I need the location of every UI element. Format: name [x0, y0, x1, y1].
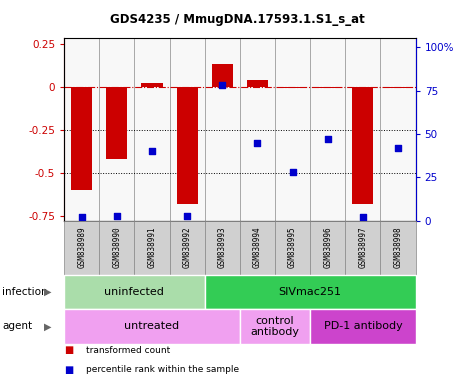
Text: ▶: ▶: [44, 321, 51, 331]
Text: GSM838993: GSM838993: [218, 227, 227, 268]
Text: GDS4235 / MmugDNA.17593.1.S1_s_at: GDS4235 / MmugDNA.17593.1.S1_s_at: [110, 13, 365, 26]
Bar: [212, 64, 233, 86]
Bar: [99, 221, 134, 275]
Bar: [106, 86, 127, 159]
Bar: [282, 86, 303, 88]
Point: [148, 148, 156, 154]
Bar: [240, 309, 310, 344]
Text: transformed count: transformed count: [86, 346, 170, 355]
Bar: [310, 309, 416, 344]
Bar: [388, 86, 408, 88]
Bar: [64, 221, 99, 275]
Point: [78, 214, 86, 220]
Bar: [247, 80, 268, 86]
Bar: [64, 309, 240, 344]
Bar: [64, 275, 205, 309]
Point: [324, 136, 332, 142]
Bar: [170, 221, 205, 275]
Bar: [317, 86, 338, 88]
Text: GSM838996: GSM838996: [323, 227, 332, 268]
Text: uninfected: uninfected: [104, 287, 164, 297]
Point: [183, 212, 191, 218]
Text: infection: infection: [2, 287, 48, 297]
Bar: [345, 221, 380, 275]
Bar: [142, 83, 162, 86]
Point: [289, 169, 296, 175]
Bar: [177, 86, 198, 204]
Bar: [275, 221, 310, 275]
Text: ▶: ▶: [44, 287, 51, 297]
Text: agent: agent: [2, 321, 32, 331]
Text: GSM838998: GSM838998: [394, 227, 402, 268]
Bar: [310, 221, 345, 275]
Bar: [352, 86, 373, 204]
Point: [218, 82, 226, 88]
Text: untreated: untreated: [124, 321, 180, 331]
Text: GSM838992: GSM838992: [183, 227, 191, 268]
Point: [254, 139, 261, 146]
Bar: [205, 275, 416, 309]
Bar: [71, 86, 92, 190]
Point: [113, 212, 121, 218]
Text: GSM838994: GSM838994: [253, 227, 262, 268]
Text: control
antibody: control antibody: [250, 316, 300, 337]
Text: GSM838989: GSM838989: [77, 227, 86, 268]
Point: [359, 214, 367, 220]
Bar: [205, 221, 240, 275]
Text: SIVmac251: SIVmac251: [279, 287, 342, 297]
Text: ■: ■: [64, 345, 73, 356]
Point: [394, 145, 402, 151]
Bar: [380, 221, 416, 275]
Text: PD-1 antibody: PD-1 antibody: [323, 321, 402, 331]
Text: GSM838991: GSM838991: [148, 227, 156, 268]
Bar: [240, 221, 275, 275]
Text: GSM838997: GSM838997: [359, 227, 367, 268]
Text: GSM838990: GSM838990: [113, 227, 121, 268]
Text: ■: ■: [64, 364, 73, 375]
Bar: [134, 221, 170, 275]
Text: GSM838995: GSM838995: [288, 227, 297, 268]
Text: percentile rank within the sample: percentile rank within the sample: [86, 365, 238, 374]
